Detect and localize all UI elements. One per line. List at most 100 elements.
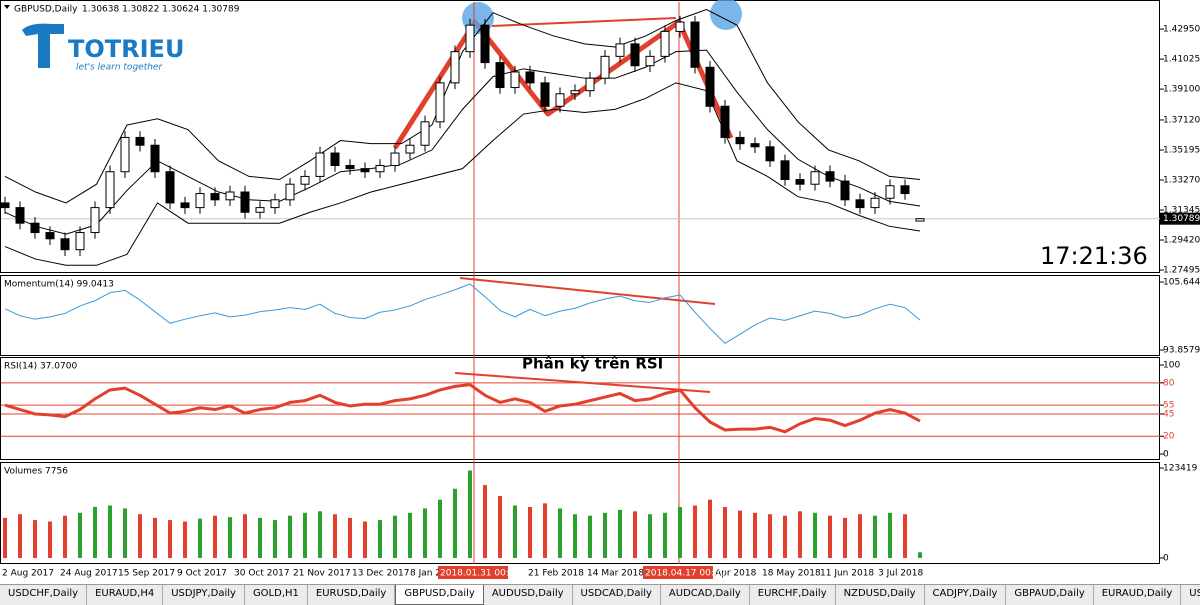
tab[interactable]: AUDUSD,Daily (484, 585, 573, 605)
tab[interactable]: NZDUSD,Daily (836, 585, 925, 605)
y-tick-label: 1.31345 (1163, 206, 1200, 216)
logo-icon (22, 23, 64, 69)
candle-body (270, 199, 280, 209)
candle-body (840, 180, 850, 201)
bollinger-band (4, 82, 921, 266)
volume-bar (873, 515, 877, 558)
symbol: GBPUSD,Daily (14, 5, 78, 15)
tab[interactable]: GOLD,H1 (245, 585, 308, 605)
candle-body (570, 90, 580, 95)
tab[interactable]: GBPUSD,Daily (395, 585, 484, 605)
y-tick-label: 0 (1163, 553, 1169, 563)
candle-body (105, 171, 115, 209)
volume-bar (228, 517, 232, 558)
volume-bar (408, 512, 412, 558)
volume-panel (0, 462, 1160, 564)
candle-body (720, 105, 730, 138)
volume-bar (513, 505, 517, 558)
volume-bar (588, 515, 592, 558)
volume-bar (213, 515, 217, 558)
y-tick-label: 100 (1163, 361, 1180, 371)
candle-body (345, 165, 355, 170)
volume-bar (423, 508, 427, 558)
volume-bar (3, 517, 7, 558)
tab[interactable]: EURAUD,Daily (1094, 585, 1182, 605)
candle-body (450, 51, 460, 84)
candle-body (330, 152, 340, 167)
tab[interactable]: EURUSD,Daily (308, 585, 396, 605)
candle-body (120, 136, 130, 173)
bollinger-band (4, 9, 921, 204)
tab[interactable]: EURAUD,H4 (87, 585, 164, 605)
tab[interactable]: USDCAD,Daily (573, 585, 661, 605)
candle-body (255, 207, 265, 213)
candle-body (225, 191, 235, 201)
tab[interactable]: EURCHF,Daily (750, 585, 836, 605)
candle-body (540, 82, 550, 107)
tab[interactable]: AUDCAD,Daily (661, 585, 750, 605)
volume-bar (288, 515, 292, 558)
candle-body (60, 238, 70, 251)
candle-body (885, 185, 895, 199)
volume-bar (93, 506, 97, 558)
candle-body (705, 66, 715, 107)
candle-body (195, 193, 205, 209)
y-tick-label: 20 (1163, 432, 1175, 442)
annotation: Phân kỳ trên RSI (522, 355, 663, 373)
volume-bar (198, 518, 202, 558)
highlight-circle (710, 0, 742, 30)
volume-bar (828, 515, 832, 558)
candle-body (135, 136, 145, 146)
chart: GBPUSD,Daily 1.30638 1.30822 1.30624 1.3… (0, 0, 1200, 579)
x-tick-label: 13 Dec 2017 (352, 569, 410, 579)
candle-body (300, 175, 310, 185)
volume-bar (363, 521, 367, 558)
tab[interactable]: USDJPY,Daily (163, 585, 245, 605)
tab[interactable]: GBPAUD,Daily (1006, 585, 1094, 605)
candle-body (555, 93, 565, 107)
volume-bar (648, 514, 652, 558)
volume-bar (138, 514, 142, 558)
tab[interactable]: CADJPY,Daily (925, 585, 1007, 605)
volume-bar (543, 503, 547, 558)
volume-bar (858, 514, 862, 558)
y-tick-label: 55 (1163, 401, 1174, 411)
logo: TOTRIEU let's learn together (22, 23, 184, 73)
volume-bar (483, 485, 487, 558)
highlighted-date: 2018.01.31 00:00 (440, 569, 521, 579)
pattern-lines (392, 19, 734, 150)
tab-bar: USDCHF,Daily EURAUD,H4 USDJPY,Daily GOLD,H1… (0, 584, 1200, 605)
volume-bar (33, 520, 37, 558)
y-tick-label: 123419 (1163, 464, 1198, 474)
candle-body (855, 199, 865, 209)
x-tick-label: 30 Oct 2017 (234, 569, 290, 579)
tab[interactable]: USDCHF,W (1181, 585, 1200, 605)
candle-body (735, 136, 745, 145)
candle-body (615, 43, 625, 57)
x-tick-label: 2 Aug 2017 (2, 569, 54, 579)
x-tick-label: 3 Jul 2018 (878, 569, 923, 579)
volume-bar (663, 512, 667, 558)
y-tick-label: 45 (1163, 409, 1174, 419)
volume-bar (723, 506, 727, 558)
candle-body (15, 207, 25, 224)
volume-bar (678, 506, 682, 558)
volume-bar (603, 512, 607, 558)
volume-bar (393, 515, 397, 558)
candle-body (420, 121, 430, 146)
candle-body (390, 152, 400, 167)
logo-tagline: let's learn together (76, 63, 163, 73)
volume-bar (333, 514, 337, 558)
tab[interactable]: USDCHF,Daily (0, 585, 88, 605)
candle-body (750, 143, 760, 148)
volume-bar (18, 514, 22, 558)
candle-body (780, 160, 790, 181)
x-tick-label: 9 Oct 2017 (177, 569, 227, 579)
rsi-panel (0, 357, 1160, 460)
candle-body (825, 171, 835, 182)
volume-bar (348, 517, 352, 558)
candle-body (45, 232, 55, 240)
y-tick-label: 1.37120 (1163, 115, 1200, 125)
volume-bar (708, 499, 712, 558)
